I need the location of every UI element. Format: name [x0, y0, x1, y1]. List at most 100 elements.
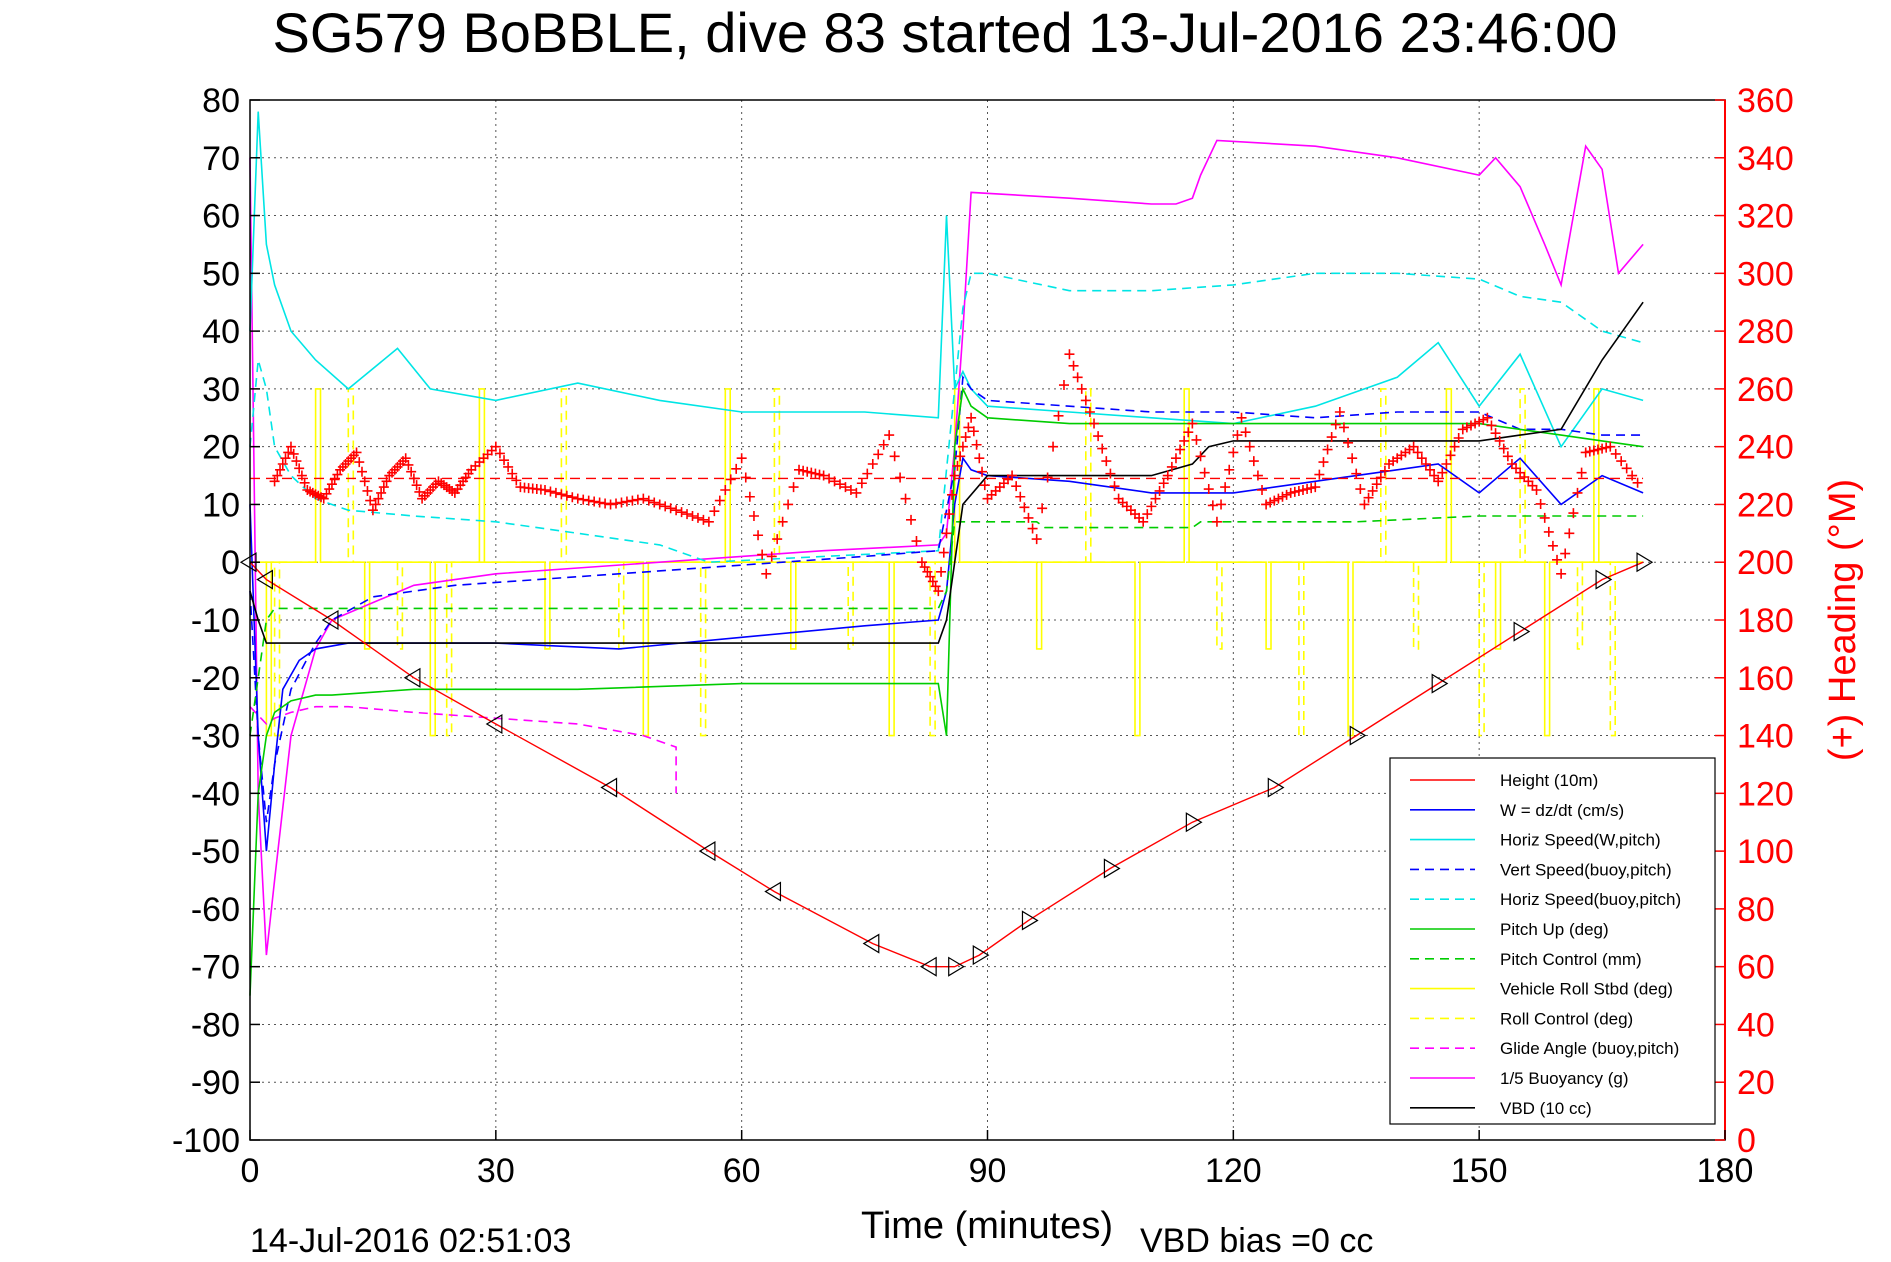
- heading-marker: [1089, 418, 1100, 429]
- heading-marker: [671, 505, 682, 516]
- heading-marker: [1093, 431, 1104, 442]
- heading-marker: [1326, 432, 1337, 443]
- heading-marker: [944, 509, 955, 520]
- y-tick-label: -90: [191, 1064, 240, 1102]
- heading-marker: [280, 453, 291, 464]
- heading-marker: [851, 487, 862, 498]
- heading-marker: [884, 430, 895, 441]
- heading-marker: [291, 456, 302, 467]
- heading-marker: [1560, 548, 1571, 559]
- heading-marker: [1367, 485, 1378, 496]
- y-right-axis-ticks: 3603403203002802602402202001801601401201…: [1715, 82, 1794, 1160]
- y-tick-label: -60: [191, 891, 240, 929]
- heading-marker: [594, 497, 605, 508]
- series-line-1-5-buoyancy-g: [249, 139, 1644, 956]
- y-right-tick-label: 140: [1737, 718, 1794, 756]
- heading-marker: [1216, 499, 1227, 510]
- heading-marker: [356, 466, 367, 477]
- heading-marker: [1158, 478, 1169, 489]
- height-marker: [1267, 777, 1285, 798]
- heading-marker: [1211, 516, 1222, 527]
- heading-marker: [1363, 492, 1374, 503]
- heading-marker: [400, 453, 411, 464]
- x-tick-label: 180: [1697, 1152, 1754, 1190]
- heading-marker: [1019, 502, 1030, 513]
- heading-marker: [731, 463, 742, 474]
- height-marker: [321, 609, 339, 631]
- series-line-height-10m: [249, 561, 1644, 968]
- heading-marker: [403, 459, 414, 470]
- y-tick-label: 20: [202, 429, 240, 467]
- series-line-glide-angle-buoy-pitch: [249, 705, 677, 794]
- heading-marker: [627, 495, 638, 506]
- heading-marker: [1564, 528, 1575, 539]
- heading-marker: [1318, 457, 1329, 468]
- height-marker: [1431, 673, 1449, 694]
- heading-marker: [1007, 470, 1018, 481]
- heading-marker: [1605, 441, 1616, 452]
- heading-marker: [1425, 464, 1435, 475]
- heading-marker: [1257, 485, 1268, 495]
- heading-marker: [378, 482, 389, 493]
- heading-marker: [1053, 410, 1064, 421]
- heading-marker: [354, 457, 365, 468]
- series-line-pitch-control-mm: [249, 515, 1644, 736]
- heading-marker: [1610, 448, 1621, 459]
- heading-marker: [605, 499, 616, 510]
- y-right-tick-label: 320: [1737, 198, 1794, 236]
- heading-marker: [288, 448, 299, 459]
- heading-marker: [1076, 383, 1087, 394]
- heading-marker: [277, 459, 288, 469]
- heading-marker: [766, 551, 777, 562]
- x-axis-ticks: 0 30 60 90 120 150 180: [241, 1130, 1754, 1190]
- heading-marker: [1310, 482, 1321, 493]
- heading-marker: [725, 474, 736, 485]
- heading-marker: [1162, 470, 1173, 481]
- heading-marker: [550, 487, 561, 498]
- x-axis-label: Time (minutes): [861, 1205, 1113, 1247]
- heading-marker: [829, 476, 840, 487]
- heading-marker: [616, 497, 627, 508]
- heading-marker: [285, 441, 296, 452]
- heading-marker: [1616, 456, 1627, 467]
- heading-marker: [744, 491, 755, 502]
- y-right-tick-label: 20: [1737, 1064, 1775, 1102]
- y-right-tick-label: 240: [1737, 429, 1794, 467]
- y-right-tick-label: 40: [1737, 1006, 1775, 1044]
- heading-marker: [867, 459, 878, 469]
- heading-marker: [1101, 456, 1112, 467]
- heading-marker: [971, 439, 982, 450]
- heading-marker: [736, 453, 747, 464]
- legend-label: Vert Speed(buoy,pitch): [1500, 860, 1672, 879]
- heading-marker: [1343, 437, 1354, 448]
- height-marker: [1103, 858, 1121, 879]
- height-marker: [485, 713, 503, 735]
- heading-marker: [1494, 435, 1505, 446]
- y-right-axis-label: (+) Heading (°M): [1822, 479, 1864, 761]
- heading-marker: [1042, 472, 1053, 483]
- heading-marker: [1244, 441, 1255, 452]
- legend-label: 1/5 Buoyancy (g): [1500, 1069, 1629, 1088]
- y-tick-label: 30: [202, 371, 240, 409]
- height-marker: [862, 933, 880, 954]
- height-marker: [764, 881, 782, 902]
- heading-marker: [757, 549, 768, 560]
- heading-marker: [960, 432, 971, 443]
- heading-marker: [1437, 467, 1448, 478]
- height-marker: [1021, 910, 1039, 931]
- y-tick-label: -80: [191, 1006, 240, 1044]
- y-right-tick-label: 0: [1737, 1122, 1756, 1160]
- heading-marker: [687, 511, 698, 521]
- series-line-w-dz-dt-cm-s: [249, 456, 1644, 852]
- legend-label: Pitch Up (deg): [1500, 920, 1609, 939]
- heading-marker: [1084, 407, 1095, 417]
- heading-marker: [275, 464, 286, 475]
- heading-marker: [933, 586, 944, 597]
- legend-label: VBD (10 cc): [1500, 1099, 1592, 1118]
- y-tick-label: 60: [202, 198, 240, 236]
- heading-marker: [408, 473, 419, 484]
- heading-marker: [1064, 349, 1075, 360]
- height-marker: [972, 945, 990, 966]
- heading-marker: [1252, 470, 1263, 481]
